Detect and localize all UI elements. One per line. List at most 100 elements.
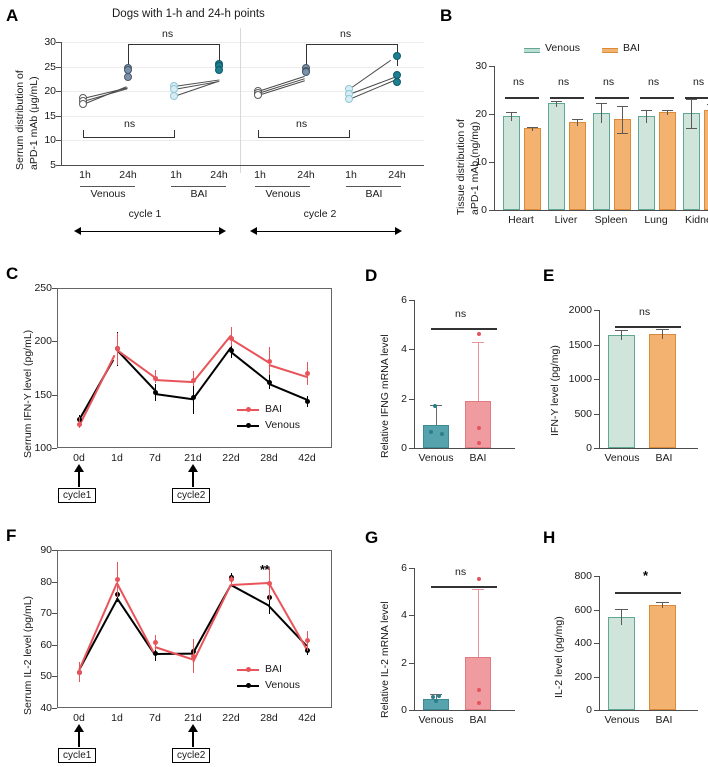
sig-line	[640, 97, 674, 99]
panel-a-plot	[62, 28, 424, 173]
panel-f-plot	[57, 550, 332, 708]
errorbar	[662, 601, 663, 608]
cycle1-arrow-shaft	[78, 731, 80, 747]
marker-bai	[190, 653, 196, 659]
panel-a-xtick: 1h	[79, 169, 91, 181]
panel-f-ytick: 50	[40, 670, 52, 683]
panel-b-sig-lung: ns	[648, 76, 660, 88]
ytick-mark	[52, 550, 57, 551]
panel-b: B Tissue distribution of aPD-1 mAb (ng/m…	[435, 0, 708, 258]
sig-line	[615, 326, 681, 328]
errorbar-cap	[615, 329, 628, 331]
panel-c-xtick: 0d	[73, 452, 85, 464]
marker-venous	[304, 398, 310, 404]
ytick-mark	[594, 448, 599, 449]
sig-line	[615, 592, 681, 594]
bar-bai-liver	[569, 122, 586, 210]
panel-h-yaxis	[599, 576, 600, 711]
bar-venous-heart	[503, 116, 520, 210]
panel-d-xtick: Venous	[418, 452, 454, 464]
errorbar-cap	[656, 601, 669, 603]
bar-venous-spleen	[593, 113, 610, 210]
panel-c-xtick: 42d	[298, 452, 316, 464]
data-point-venous-g	[434, 698, 438, 703]
panel-d-ytick: 4	[401, 343, 407, 356]
panel-h-ylabel: IL-2 level (pg/mg)	[553, 616, 565, 698]
panel-f-xtick: 28d	[260, 712, 278, 724]
cycle2-box: cycle2	[172, 748, 211, 763]
errorbar	[532, 126, 533, 131]
panel-a-xtick: 1h	[170, 169, 182, 181]
marker-venous	[152, 650, 158, 656]
cycle2-arrow-head	[188, 724, 198, 732]
bar-venous-d	[423, 424, 449, 448]
panel-d-label: D	[365, 266, 378, 285]
panel-b-xtick: Kidney	[684, 214, 708, 226]
ytick-mark	[594, 676, 599, 678]
ytick-mark	[56, 165, 61, 166]
ytick-mark	[409, 568, 414, 569]
ytick-mark	[52, 613, 57, 615]
bar-venous-e	[608, 334, 635, 448]
marker-bai	[152, 376, 158, 382]
sig-bracket	[128, 44, 220, 45]
ytick-mark	[56, 42, 61, 43]
panel-e-ytick: 0	[586, 442, 592, 454]
panel-c-xtick: 7d	[149, 452, 161, 464]
bar-bai-e	[649, 333, 676, 448]
group-line	[80, 186, 135, 187]
bar-bai-heart	[524, 128, 541, 210]
panel-a-xtick: 1h	[345, 169, 357, 181]
marker-venous	[266, 380, 272, 386]
sig-line	[431, 586, 497, 588]
cycle2-arrow-shaft	[192, 731, 194, 747]
cycle1-box: cycle1	[58, 488, 97, 503]
panel-b-sig-kidney: ns	[693, 76, 705, 88]
errorbar-cap	[596, 102, 607, 104]
panel-d-sig: ns	[455, 308, 467, 320]
panel-e-ytick: 1500	[568, 338, 592, 351]
panel-f-xtick: 7d	[149, 712, 161, 724]
panel-a-sig-bottom-2: ns	[296, 118, 308, 130]
data-point-bai-24h	[393, 52, 401, 60]
legend-marker-venous	[245, 423, 251, 429]
data-point-bai-d	[477, 440, 481, 445]
ytick-mark	[52, 676, 57, 678]
data-point-venous-24h	[124, 72, 132, 81]
data-point-bai-d	[477, 425, 481, 430]
arrow-head-right	[219, 227, 226, 235]
panel-c-xtick: 28d	[260, 452, 278, 464]
ytick-mark	[52, 448, 57, 449]
ytick-mark	[52, 644, 57, 646]
gridline	[62, 66, 424, 68]
data-point-bai-1h	[170, 92, 178, 101]
panel-e: E IFN-Y level (pg/mg) 2000 1500 1000 500…	[533, 258, 708, 510]
cycle2-arrow-shaft	[192, 471, 194, 487]
panel-e-ylabel: IFN-Y level (pg/mg)	[549, 345, 561, 436]
data-point-bai-g	[477, 700, 481, 705]
errorbar-cap	[641, 109, 652, 111]
panel-g: G Relative IL-2 mRNA level 6 4 2 0 ns Ve…	[355, 510, 533, 767]
sig-bracket	[128, 44, 129, 66]
panel-a-sig-bottom-1: ns	[124, 118, 136, 130]
panel-e-ytick: 1000	[568, 373, 592, 385]
panel-f-xtick: 22d	[222, 712, 240, 724]
data-point-venous-d	[440, 431, 444, 436]
marker-bai	[228, 577, 234, 583]
panel-f-sig: **	[260, 562, 270, 577]
ytick-mark	[56, 115, 61, 117]
panel-e-xtick: Venous	[604, 452, 640, 464]
marker-bai	[190, 378, 196, 384]
panel-g-yaxis	[414, 568, 415, 711]
errorbar-cap	[617, 132, 628, 134]
errorbar	[622, 105, 623, 133]
panel-h-ytick: 0	[586, 704, 592, 716]
bar-venous-liver	[548, 103, 565, 210]
errorbar	[621, 608, 622, 625]
panel-f-xtick: 42d	[298, 712, 316, 724]
panel-g-xtick: BAI	[469, 714, 487, 726]
panel-a-sig-top-1: ns	[162, 28, 174, 40]
panel-e-xtick: BAI	[655, 452, 673, 464]
bar-bai-kidney	[704, 110, 708, 210]
data-point-bai-g	[477, 687, 481, 692]
